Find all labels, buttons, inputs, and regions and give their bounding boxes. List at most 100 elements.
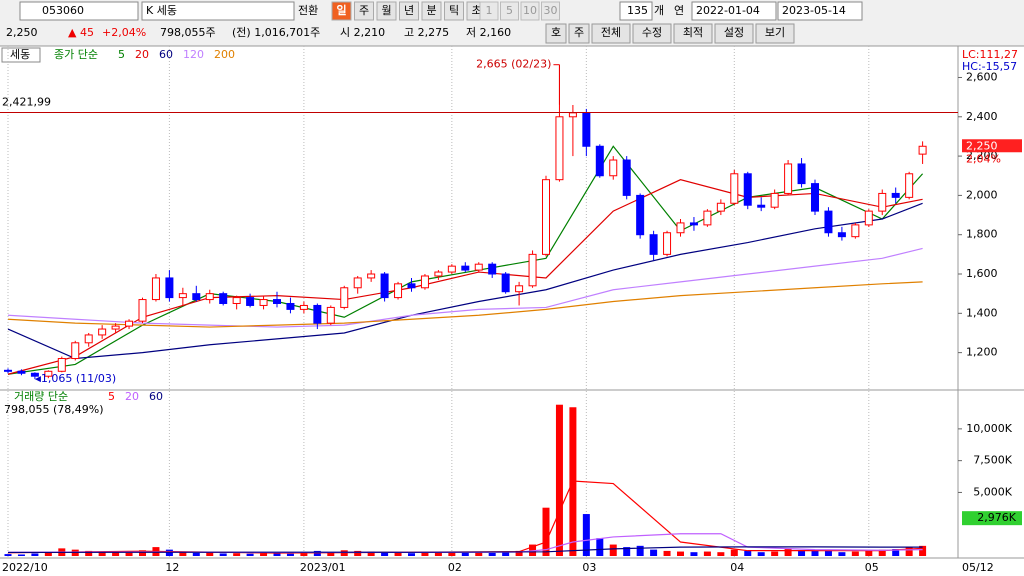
period-button[interactable]: 분 <box>426 4 436 17</box>
period-button[interactable]: 일 <box>336 3 346 17</box>
period-button[interactable]: 월 <box>381 4 391 17</box>
x-tick-label: 02 <box>448 561 462 574</box>
end-date-box[interactable] <box>777 1 863 21</box>
candle-body <box>326 306 335 324</box>
volume-bar <box>878 549 886 556</box>
toolbar-button-bg[interactable] <box>673 23 713 44</box>
volume-bar <box>434 552 442 556</box>
candle-body <box>380 273 389 299</box>
toolbar-button-bg[interactable] <box>714 23 754 44</box>
stock-code: 053060 <box>42 4 84 17</box>
period-button-bg[interactable] <box>354 1 374 21</box>
toolbar-button[interactable]: 보기 <box>765 26 785 39</box>
toolbar-button-bg[interactable] <box>755 23 795 44</box>
period-button[interactable]: 틱 <box>449 4 459 17</box>
period-button-bg[interactable] <box>421 1 442 21</box>
legend-entry: 20 <box>125 390 139 403</box>
count-input[interactable] <box>619 1 653 21</box>
code-input[interactable] <box>19 1 139 21</box>
minute-button[interactable]: 1 <box>486 4 493 17</box>
minute-button-bg[interactable] <box>541 1 560 21</box>
volume-bar <box>179 552 187 556</box>
candle-body <box>716 202 725 212</box>
moving-average <box>7 281 923 328</box>
volume-bar <box>865 550 873 556</box>
candle-body <box>461 265 470 271</box>
minute-button-bg[interactable] <box>500 1 519 21</box>
candle-body <box>757 204 766 208</box>
volume-subtitle: 798,055 (78,49%) <box>4 403 104 416</box>
candle-body <box>219 293 228 304</box>
moving-average <box>7 202 923 360</box>
volume-bar <box>771 551 779 556</box>
candle-body <box>784 163 793 194</box>
candle-body <box>138 299 147 322</box>
period-button-bg[interactable] <box>399 1 419 21</box>
volume-bar <box>98 551 106 556</box>
volume-bar <box>448 552 456 556</box>
toolbar-button[interactable]: 전체 <box>601 26 621 39</box>
minute-button[interactable]: 30 <box>544 4 558 17</box>
candle-body <box>367 273 376 279</box>
candle-body <box>286 302 295 310</box>
y-tick-label: 1,600 <box>966 267 998 280</box>
period-button[interactable]: 주 <box>359 4 369 17</box>
toolbar-button-bg[interactable] <box>545 23 567 44</box>
year-button[interactable]: 연 <box>674 4 684 17</box>
volume-bar <box>31 553 39 556</box>
toolbar-button[interactable]: 주 <box>574 26 584 39</box>
period-button[interactable]: 년 <box>404 4 414 17</box>
toolbar-button-bg[interactable] <box>568 23 590 44</box>
count: 135 <box>627 4 648 17</box>
toolbar-button[interactable]: 설정 <box>724 26 744 39</box>
candle-body <box>918 145 927 155</box>
last-change: 2,04% <box>966 152 1001 165</box>
high-annotation: 2,665 (02/23) <box>476 58 551 71</box>
last-price: 2,250 <box>966 139 998 152</box>
volume-bar <box>85 550 93 556</box>
toolbar-button[interactable]: 수정 <box>642 26 662 39</box>
period-button-bg[interactable] <box>376 1 397 21</box>
volume-bar <box>851 551 859 556</box>
moving-average <box>7 247 923 328</box>
minute-button[interactable]: 5 <box>506 4 513 17</box>
candle-body <box>151 277 160 301</box>
candle-body <box>71 342 80 360</box>
name-box[interactable] <box>141 1 295 21</box>
convert-button[interactable]: 전환 <box>298 4 318 17</box>
candle-body <box>851 224 860 238</box>
legend-entry: 5 <box>108 390 115 403</box>
candle-body <box>770 192 779 208</box>
toolbar-button[interactable]: 최적 <box>683 26 703 39</box>
candle-body <box>663 232 672 255</box>
minute-button-bg[interactable] <box>479 1 499 21</box>
period-button-bg[interactable] <box>331 1 352 21</box>
candle-body <box>649 234 658 255</box>
candle-body <box>299 304 308 310</box>
volume-bar <box>905 547 913 556</box>
volume-bar <box>663 550 671 556</box>
toolbar-button[interactable]: 호 <box>551 26 561 39</box>
x-tick-label: 2023/01 <box>300 561 346 574</box>
period-button-bg[interactable] <box>444 1 464 21</box>
x-tick-label: 12 <box>165 561 179 574</box>
x-tick-label: 04 <box>730 561 744 574</box>
candle-body <box>595 145 604 177</box>
legend-entry: 20 <box>135 48 149 61</box>
start-date-box[interactable] <box>691 1 777 21</box>
volume-bar <box>919 545 927 556</box>
candle-body <box>273 299 281 304</box>
candle-body <box>864 210 873 226</box>
moving-average <box>7 179 923 375</box>
toolbar-button-bg[interactable] <box>591 23 631 44</box>
period-button[interactable]: 초 <box>471 4 481 17</box>
candle-body <box>30 372 39 377</box>
volume-bar <box>824 550 832 556</box>
volume-bar <box>515 550 523 556</box>
minute-button[interactable]: 10 <box>523 4 537 17</box>
candle-body <box>205 293 214 301</box>
minute-button-bg[interactable] <box>520 1 540 21</box>
legend-entry: 5 <box>118 48 125 61</box>
toolbar-button-bg[interactable] <box>632 23 672 44</box>
volume-bar <box>192 552 200 556</box>
